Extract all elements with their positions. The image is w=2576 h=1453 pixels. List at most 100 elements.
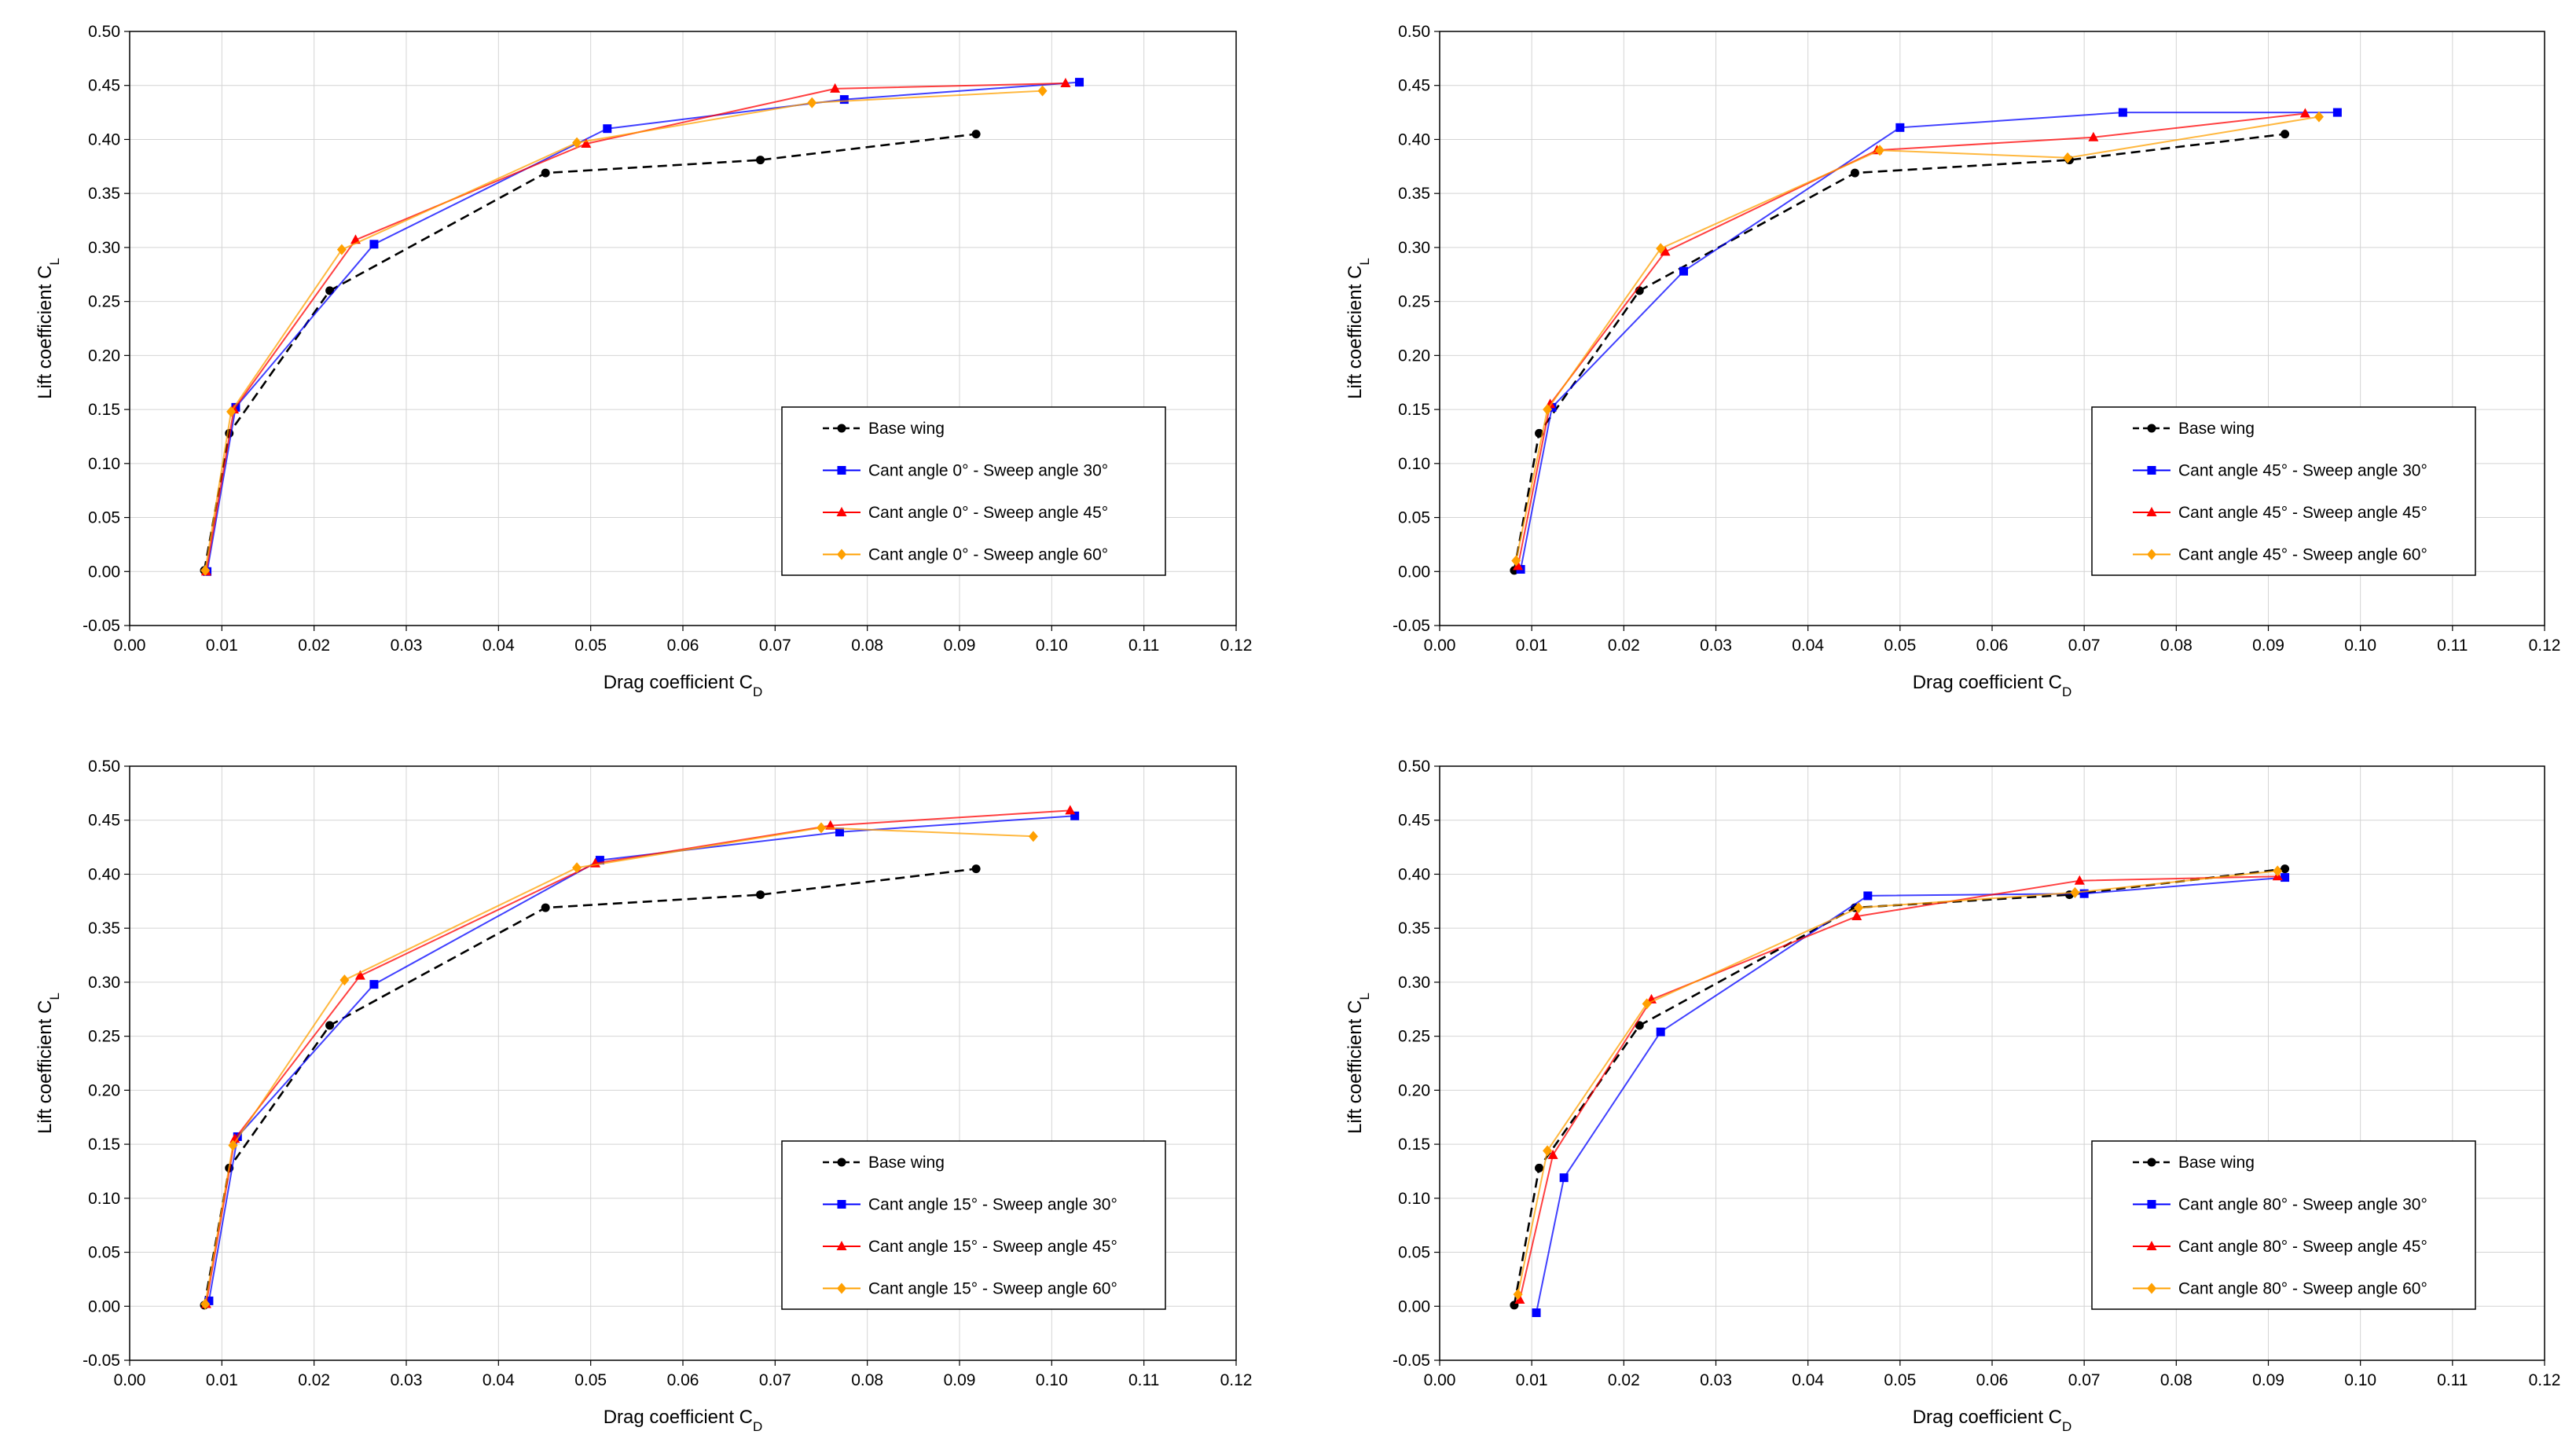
y-tick-label: 0.20 <box>1398 1081 1430 1099</box>
x-tick-label: 0.08 <box>2160 1371 2193 1389</box>
data-point <box>226 405 237 417</box>
data-point <box>2070 886 2080 898</box>
x-tick-label: 0.09 <box>2252 1371 2284 1389</box>
y-tick-label: 0.20 <box>1398 347 1430 365</box>
data-point <box>1514 1294 1525 1304</box>
y-tick-label: 0.05 <box>1398 509 1430 527</box>
data-point <box>1028 831 1038 842</box>
x-tick-label: 0.07 <box>2068 637 2101 655</box>
y-tick-label: 0.30 <box>88 974 120 992</box>
series-line-4 <box>1517 870 2278 1295</box>
y-tick-label: 0.10 <box>88 455 120 473</box>
data-point <box>2273 865 2283 877</box>
data-point <box>1511 555 1521 567</box>
legend: Base wing Cant angle 0° - Sweep angle 30°… <box>781 406 1166 576</box>
data-point <box>1559 1173 1569 1183</box>
y-tick-label: 0.25 <box>1398 293 1430 311</box>
y-tick-label: 0.40 <box>1398 130 1430 149</box>
legend-label: Base wing <box>2178 420 2255 438</box>
y-axis-label-subscript: L <box>47 993 62 1000</box>
legend-marker <box>837 466 846 475</box>
x-tick-label: 0.12 <box>1220 637 1253 655</box>
legend-label: Cant angle 0° - Sweep angle 60° <box>868 546 1108 564</box>
x-tick-label: 0.10 <box>1036 1371 1068 1389</box>
x-tick-label: 0.06 <box>667 637 699 655</box>
legend-label: Cant angle 45° - Sweep angle 60° <box>2178 546 2427 564</box>
y-tick-label: 0.45 <box>1398 812 1430 830</box>
y-axis-label: Lift coefficient CL <box>1345 258 1372 399</box>
x-tick-label: 0.02 <box>1608 637 1640 655</box>
x-tick-label: 0.11 <box>1128 637 1159 655</box>
y-tick-label: 0.50 <box>88 23 120 41</box>
legend-marker <box>2147 424 2156 433</box>
data-point <box>2088 131 2099 141</box>
legend-label: Cant angle 15° - Sweep angle 30° <box>868 1196 1117 1214</box>
x-tick-label: 0.01 <box>206 1371 238 1389</box>
y-tick-label: 0.10 <box>1398 455 1430 473</box>
data-point <box>756 156 765 165</box>
legend-marker <box>837 1282 846 1294</box>
y-tick-label: 0.25 <box>88 293 120 311</box>
x-tick-label: 0.11 <box>2437 637 2468 655</box>
y-tick-label: 0.50 <box>88 758 120 776</box>
y-tick-label: 0.30 <box>1398 239 1430 257</box>
x-tick-label: 0.05 <box>574 637 607 655</box>
x-tick-label: 0.06 <box>1976 1371 2009 1389</box>
y-tick-label: 0.50 <box>1398 23 1430 41</box>
data-point <box>541 168 550 178</box>
y-tick-label: 0.25 <box>88 1028 120 1046</box>
data-point <box>1875 145 1885 156</box>
y-axis-label: Lift coefficient CL <box>35 258 62 399</box>
y-tick-label: 0.45 <box>1398 77 1430 95</box>
data-point <box>369 980 379 989</box>
x-tick-label: 0.12 <box>2529 637 2561 655</box>
legend: Base wing Cant angle 80° - Sweep angle 30… <box>2091 1140 2476 1310</box>
y-tick-label: 0.15 <box>1398 1136 1430 1154</box>
data-point <box>204 1296 214 1305</box>
x-axis-label: Drag coefficient CD <box>604 1407 763 1434</box>
series-line-1 <box>203 133 977 571</box>
y-tick-label: 0.00 <box>1398 563 1430 581</box>
data-point <box>1070 811 1080 820</box>
data-point <box>1065 805 1076 815</box>
data-point <box>200 564 211 576</box>
y-tick-label: -0.05 <box>83 1352 120 1370</box>
x-tick-label: 0.01 <box>206 637 238 655</box>
x-tick-label: 0.10 <box>1036 637 1068 655</box>
data-point <box>581 138 592 148</box>
x-tick-label: 0.04 <box>1792 1371 1824 1389</box>
data-point <box>200 1298 211 1310</box>
legend-box <box>2091 1140 2476 1310</box>
plot-frame <box>129 765 1237 1361</box>
legend-marker <box>2147 466 2156 475</box>
series-line-3 <box>1517 112 2306 567</box>
chart-panel-4: 0.00 0.01 0.02 0.03 0.04 0.05 0.06 0.07 0.08 0.09… <box>1345 758 2560 1434</box>
y-tick-label: 0.35 <box>88 919 120 937</box>
x-tick-label: 0.10 <box>2344 637 2376 655</box>
legend-label: Cant angle 80° - Sweep angle 45° <box>2178 1238 2427 1256</box>
legend: Base wing Cant angle 45° - Sweep angle 30… <box>2091 406 2476 576</box>
data-point <box>835 827 844 837</box>
legend-label: Cant angle 80° - Sweep angle 30° <box>2178 1196 2427 1214</box>
data-point <box>572 137 582 149</box>
y-tick-label: 0.40 <box>1398 865 1430 883</box>
legend-marker <box>836 1241 847 1250</box>
x-tick-label: 0.10 <box>2344 1371 2376 1389</box>
legend-marker <box>836 507 847 516</box>
legend-label: Cant angle 15° - Sweep angle 45° <box>868 1238 1117 1256</box>
data-point <box>233 1132 242 1141</box>
data-point <box>1679 266 1688 276</box>
x-tick-label: 0.00 <box>1424 637 1456 655</box>
x-tick-label: 0.03 <box>391 1371 423 1389</box>
x-tick-label: 0.01 <box>1516 1371 1548 1389</box>
data-point <box>1863 891 1873 901</box>
x-tick-label: 0.12 <box>1220 1371 1253 1389</box>
data-point <box>1075 78 1084 87</box>
data-point <box>325 1021 335 1030</box>
data-point <box>2281 130 2290 139</box>
x-axis-label-subscript: D <box>753 1419 762 1434</box>
y-tick-label: 0.15 <box>88 401 120 419</box>
x-tick-label: 0.00 <box>114 1371 146 1389</box>
data-point <box>1660 246 1671 256</box>
